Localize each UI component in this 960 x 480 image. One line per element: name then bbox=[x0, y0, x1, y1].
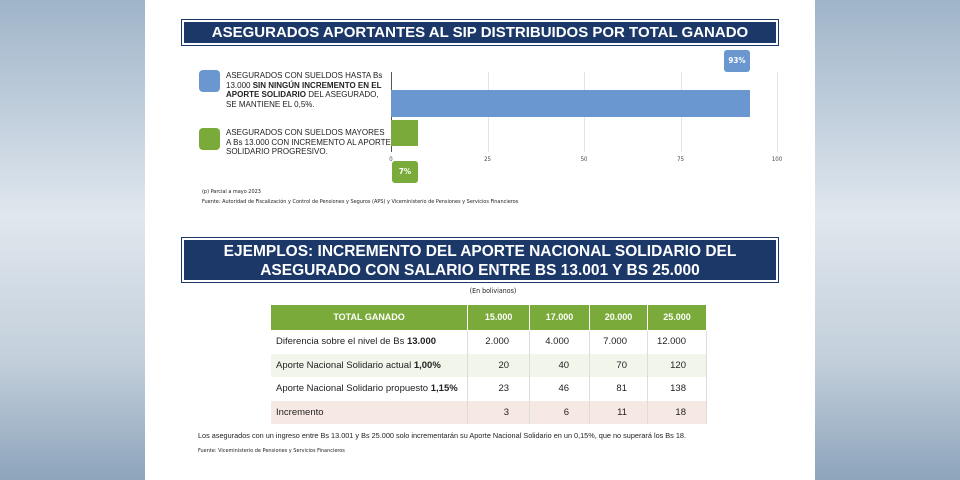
legend-bold: SIN NINGÚN INCREMENTO EN EL APORTE SOLID… bbox=[226, 80, 382, 100]
examples-table: TOTAL GANADO 15.000 17.000 20.000 25.000… bbox=[271, 305, 708, 424]
table-footnote: Los asegurados con un ingreso entre Bs 1… bbox=[198, 431, 686, 440]
cell: 120 bbox=[647, 353, 708, 377]
table-title-line-1: EJEMPLOS: INCREMENTO DEL APORTE NACIONAL… bbox=[223, 243, 737, 260]
tick-label: 75 bbox=[677, 156, 684, 163]
cell: 70 bbox=[589, 353, 648, 377]
cell: 7.000 bbox=[589, 329, 648, 354]
cell: 23 bbox=[467, 376, 531, 401]
table-row: Aporte Nacional Solidario actual 1,00% 2… bbox=[271, 353, 708, 377]
gridline bbox=[777, 72, 778, 152]
bar bbox=[391, 120, 419, 146]
table-title-line-2: ASEGURADO CON SALARIO ENTRE BS 13.001 Y … bbox=[260, 262, 700, 279]
header-col: 15.000 bbox=[467, 305, 531, 330]
cell: 12.000 bbox=[647, 329, 708, 354]
row-label-bold: 13.000 bbox=[406, 336, 437, 348]
cell: 20 bbox=[467, 353, 531, 377]
legend-label-2: ASEGURADOS CON SUELDOS MAYORES A Bs 13.0… bbox=[226, 128, 391, 156]
cell: 40 bbox=[529, 353, 591, 377]
legend-swatch-blue bbox=[199, 70, 220, 92]
tick-label: 0 bbox=[389, 156, 393, 163]
row-label-bold: 1,00% bbox=[413, 359, 441, 371]
data-label: 7% bbox=[392, 161, 419, 183]
table-row: Aporte Nacional Solidario propuesto 1,15… bbox=[271, 376, 708, 401]
row-label-text: Incremento bbox=[276, 407, 324, 418]
background-image-right bbox=[815, 0, 960, 480]
header-col: 25.000 bbox=[647, 305, 708, 330]
row-label: Incremento bbox=[271, 400, 469, 424]
row-label-text: Diferencia sobre el nivel de Bs bbox=[276, 336, 407, 348]
cell: 138 bbox=[647, 376, 708, 401]
bar bbox=[391, 90, 750, 117]
background-image-left bbox=[0, 0, 145, 480]
table-row: Incremento 3 6 11 18 bbox=[271, 400, 708, 424]
cell: 4.000 bbox=[529, 329, 591, 354]
cell: 11 bbox=[589, 400, 648, 424]
row-label: Diferencia sobre el nivel de Bs 13.000 bbox=[271, 329, 469, 354]
tick-label: 25 bbox=[484, 156, 491, 163]
tick-label: 50 bbox=[580, 156, 588, 163]
row-label-text: Aporte Nacional Solidario propuesto bbox=[276, 383, 431, 395]
cell: 18 bbox=[647, 400, 708, 424]
cell: 46 bbox=[529, 376, 591, 401]
source-note: Fuente: Autoridad de Fiscalización y Con… bbox=[202, 199, 519, 205]
data-label: 93% bbox=[723, 50, 750, 72]
row-label: Aporte Nacional Solidario actual 1,00% bbox=[271, 353, 469, 377]
row-label-text: Aporte Nacional Solidario actual bbox=[276, 359, 414, 371]
cell: 6 bbox=[529, 400, 591, 424]
table-row: Diferencia sobre el nivel de Bs 13.000 2… bbox=[271, 329, 708, 354]
legend-text-after: DEL ASEGURADO, SE MANTIENE EL 0,5%. bbox=[226, 90, 379, 109]
row-label-bold: 1,15% bbox=[430, 383, 458, 395]
row-label: Aporte Nacional Solidario propuesto 1,15… bbox=[271, 376, 469, 401]
tick-label: 100 bbox=[771, 156, 783, 163]
legend-text: ASEGURADOS CON SUELDOS HASTA Bs 13.000 bbox=[226, 71, 383, 90]
table-header-row: TOTAL GANADO 15.000 17.000 20.000 25.000 bbox=[271, 305, 708, 330]
partial-note: (p) Parcial a mayo 2023 bbox=[202, 189, 261, 195]
legend-label-1: ASEGURADOS CON SUELDOS HASTA Bs 13.000 S… bbox=[226, 71, 391, 109]
unit-label: (En bolivianos) bbox=[469, 287, 517, 295]
cell: 2.000 bbox=[467, 329, 531, 354]
legend-swatch-green bbox=[199, 128, 220, 150]
cell: 81 bbox=[589, 376, 648, 401]
cell: 3 bbox=[467, 400, 531, 424]
chart-title: ASEGURADOS APORTANTES AL SIP DISTRIBUIDO… bbox=[181, 19, 779, 46]
header-total-ganado: TOTAL GANADO bbox=[271, 305, 469, 330]
table-source: Fuente: Viceministerio de Pensiones y Se… bbox=[198, 448, 345, 454]
header-col: 17.000 bbox=[529, 305, 591, 330]
header-col: 20.000 bbox=[589, 305, 648, 330]
table-title: EJEMPLOS: INCREMENTO DEL APORTE NACIONAL… bbox=[181, 237, 779, 283]
